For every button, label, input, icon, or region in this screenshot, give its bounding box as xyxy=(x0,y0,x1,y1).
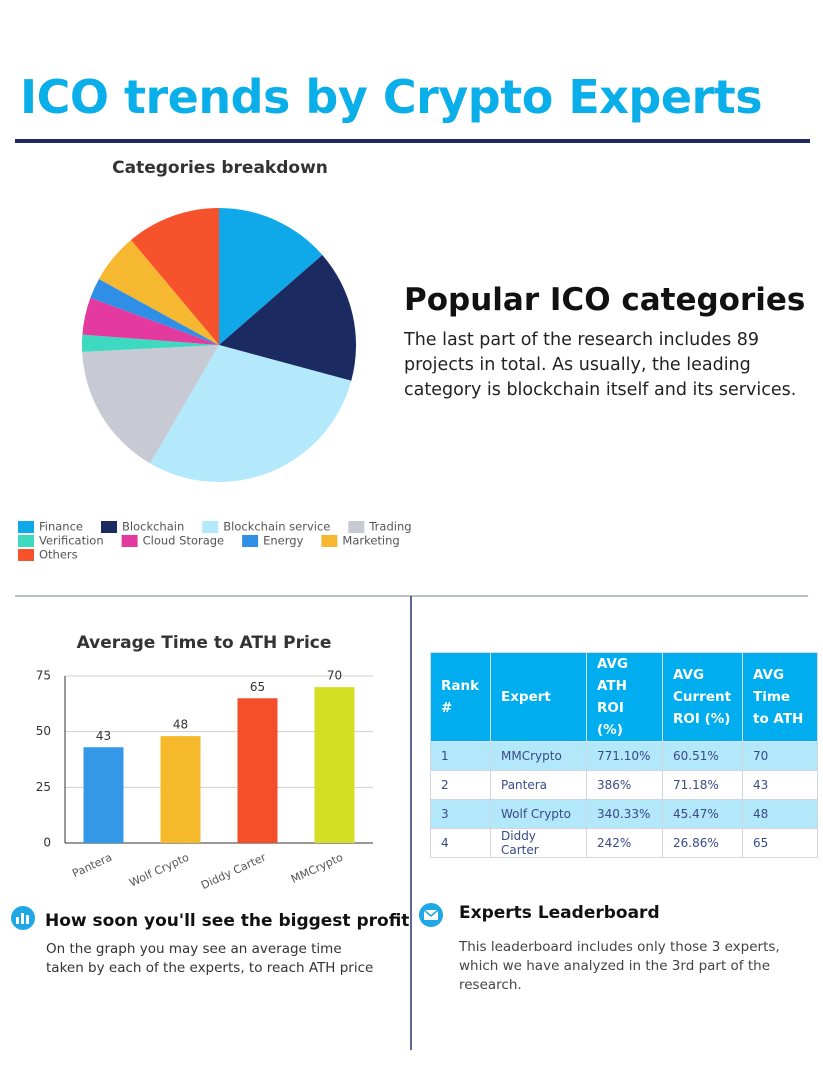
legend-swatch xyxy=(18,521,34,533)
legend-item: Blockchain service xyxy=(202,520,330,534)
bar xyxy=(83,747,124,843)
table-cell: 26.86% xyxy=(662,828,743,858)
pie-slice xyxy=(82,345,219,464)
value-label: 65 xyxy=(250,680,265,694)
legend-swatch xyxy=(202,521,219,533)
bar xyxy=(160,736,201,843)
table-cell: 60.51% xyxy=(662,741,743,771)
pie-slice xyxy=(98,239,219,345)
legend-swatch xyxy=(18,535,34,547)
table-cell: 70 xyxy=(742,741,818,771)
x-tick-label: Pantera xyxy=(70,851,114,881)
value-label: 43 xyxy=(96,729,111,743)
table-cell: 45.47% xyxy=(662,799,743,829)
section-title: How soon you'll see the biggest profit xyxy=(45,911,410,931)
column-header: AVG Current ROI (%) xyxy=(662,652,743,742)
table-cell: 771.10% xyxy=(586,741,663,771)
legend-label: Blockchain service xyxy=(223,520,330,534)
section-text: On the graph you may see an average time… xyxy=(46,941,374,976)
section-text: This leaderboard includes only those 3 e… xyxy=(459,939,780,993)
x-tick-label: Wolf Crypto xyxy=(127,851,191,890)
y-tick-label: 0 xyxy=(43,836,51,850)
x-tick-label: Diddy Carter xyxy=(199,850,268,892)
legend-item: Trading xyxy=(348,520,412,534)
column-header: AVG ATH ROI (%) xyxy=(586,652,663,742)
bar xyxy=(237,698,278,843)
legend-swatch xyxy=(348,521,365,533)
legend-swatch xyxy=(18,549,34,561)
legend-label: Finance xyxy=(39,520,83,534)
chart-icon xyxy=(11,906,35,930)
legend-swatch xyxy=(101,521,117,533)
value-label: 48 xyxy=(173,718,188,732)
legend-label: Blockchain xyxy=(122,520,184,534)
column-header: AVG Time to ATH xyxy=(742,652,818,742)
legend-label: Trading xyxy=(368,520,411,534)
chart-title: Categories breakdown xyxy=(112,158,328,178)
legend-item: Finance xyxy=(18,520,83,534)
pie-slice xyxy=(219,255,356,381)
legend-label: Others xyxy=(39,548,78,562)
table-body: 1 MMCrypto 771.10% 60.51% 70 2 Pantera 386% 71.1… xyxy=(430,741,818,858)
pie-slice xyxy=(90,278,219,345)
table-cell: 2 xyxy=(430,770,491,800)
x-tick-label: MMCrypto xyxy=(289,851,345,886)
table-row: 2 Pantera 386% 71.18% 43 xyxy=(430,770,818,800)
table-row: 3 Wolf Crypto 340.33% 45.47% 48 xyxy=(430,799,818,829)
page-title: ICO trends by Crypto Experts xyxy=(20,70,763,124)
table-row: 4 Diddy Carter 242% 26.86% 65 xyxy=(430,828,818,858)
legend-item: Blockchain xyxy=(101,520,184,534)
header-row: Rank # Expert AVG ATH ROI (%) AVG Curren… xyxy=(430,652,818,742)
legend-swatch xyxy=(242,535,259,547)
column-header: Rank # xyxy=(430,652,491,742)
y-tick-label: 25 xyxy=(36,780,51,794)
table-cell: 4 xyxy=(430,828,491,858)
pie-slice xyxy=(131,208,219,345)
bar xyxy=(314,687,355,843)
mail-icon xyxy=(419,903,443,927)
pie-slice xyxy=(219,208,323,345)
y-tick-label: 75 xyxy=(36,669,51,683)
column-header: Expert xyxy=(490,652,587,742)
table-cell: 242% xyxy=(586,828,663,858)
legend-label: Marketing xyxy=(342,534,399,548)
legend-item: Others xyxy=(18,548,78,562)
table-row: 1 MMCrypto 771.10% 60.51% 70 xyxy=(430,741,818,771)
legend-label: Energy xyxy=(263,534,303,548)
table-cell: 48 xyxy=(742,799,818,829)
table-cell: 340.33% xyxy=(586,799,663,829)
legend-label: Cloud Storage xyxy=(143,534,225,548)
table-cell: MMCrypto xyxy=(490,741,587,771)
legend-item: Marketing xyxy=(321,534,400,548)
table-cell: 43 xyxy=(742,770,818,800)
table-cell: 1 xyxy=(430,741,491,771)
leaderboard-table: Rank # Expert AVG ATH ROI (%) AVG Curren… xyxy=(430,652,818,858)
legend-swatch xyxy=(321,535,338,547)
section-title: Experts Leaderboard xyxy=(459,903,660,923)
table-cell: Diddy Carter xyxy=(490,828,587,858)
pie-slice xyxy=(82,297,220,345)
table-cell: 65 xyxy=(742,828,818,858)
legend-swatch xyxy=(121,535,138,547)
table-cell: 71.18% xyxy=(662,770,743,800)
table-cell: Pantera xyxy=(490,770,587,800)
section-text: The last part of the research includes 8… xyxy=(404,330,797,400)
section-title: Popular ICO categories xyxy=(404,282,806,318)
pie-slice xyxy=(81,334,219,352)
legend-item: Cloud Storage xyxy=(121,534,225,548)
y-tick-label: 50 xyxy=(36,724,51,738)
table-cell: 3 xyxy=(430,799,491,829)
chart-title: Average Time to ATH Price xyxy=(77,633,332,653)
legend-item: Verification xyxy=(18,534,104,548)
legend-item: Energy xyxy=(242,534,304,548)
value-label: 70 xyxy=(327,669,342,683)
table-cell: Wolf Crypto xyxy=(490,799,587,829)
table-cell: 386% xyxy=(586,770,663,800)
pie-slice xyxy=(150,345,352,482)
title-rule xyxy=(15,139,810,143)
legend-label: Verification xyxy=(39,534,104,548)
